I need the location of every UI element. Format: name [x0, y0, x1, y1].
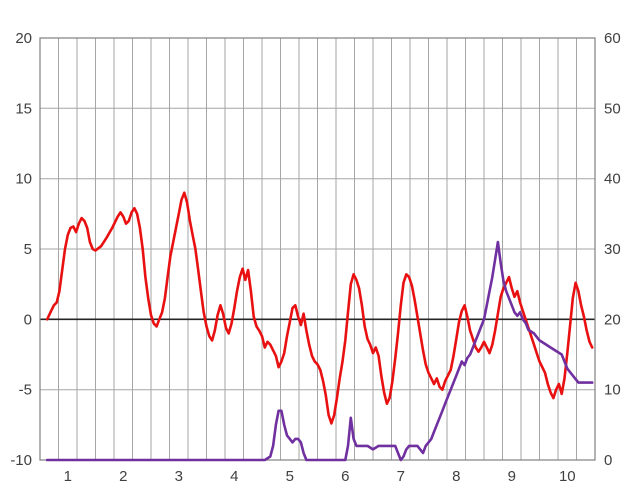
x-axis-tick-label: 9: [508, 468, 516, 485]
right-axis-tick-label: 50: [604, 100, 621, 117]
left-axis-tick-label: 0: [24, 311, 32, 328]
series-line-left: [45, 191, 594, 425]
series-line-right: [45, 240, 594, 462]
left-axis-tick-label: 5: [24, 241, 32, 258]
x-axis-tick-label: 8: [452, 468, 460, 485]
right-axis-tick-label: 0: [604, 452, 612, 469]
right-axis-tick-label: 40: [604, 171, 621, 188]
left-axis-tick-label: 20: [15, 30, 32, 47]
left-axis-tick-label: -10: [10, 452, 32, 469]
left-axis-tick-label: 15: [15, 100, 32, 117]
x-axis-tick-label: 2: [119, 468, 127, 485]
right-axis-tick-label: 30: [604, 241, 621, 258]
left-axis-tick-label: -5: [19, 382, 32, 399]
x-axis-tick-label: 1: [64, 468, 72, 485]
x-axis-tick-label: 6: [341, 468, 349, 485]
right-axis-tick-label: 20: [604, 311, 621, 328]
left-axis-tick-label: 10: [15, 171, 32, 188]
x-axis-tick-label: 3: [175, 468, 183, 485]
right-axis-tick-label: 60: [604, 30, 621, 47]
x-axis-tick-label: 10: [559, 468, 576, 485]
right-axis-tick-label: 10: [604, 382, 621, 399]
x-axis-tick-label: 5: [286, 468, 294, 485]
x-axis-tick-label: 4: [230, 468, 238, 485]
x-axis-tick-label: 7: [397, 468, 405, 485]
